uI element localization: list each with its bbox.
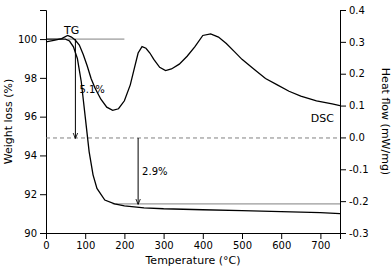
tick-label: 0.3 <box>349 37 365 48</box>
tick-mark <box>164 233 165 239</box>
tick-label: -0.2 <box>349 196 369 207</box>
reference-line <box>68 39 125 40</box>
tick-label: 0 <box>43 240 49 251</box>
tick-label: 400 <box>194 240 213 251</box>
arrow <box>138 138 139 204</box>
tick: 200 <box>115 233 134 251</box>
tick: 0 <box>43 233 49 251</box>
annotation: 2.9% <box>142 166 167 177</box>
tick-mark <box>40 155 46 156</box>
tick-label: 0.0 <box>349 132 365 143</box>
axis-line <box>40 11 47 234</box>
tick-label: 94 <box>24 150 37 161</box>
tick-mark <box>40 117 46 118</box>
tick: 94 <box>24 150 46 161</box>
tick: 90 <box>24 228 46 239</box>
tick: 0.3 <box>340 37 365 48</box>
x-axis: 0 100 200 300 400 500 600 700 <box>43 233 340 251</box>
x-axis-title: Temperature (°C) <box>145 254 241 267</box>
tick-label: -0.3 <box>349 228 369 239</box>
tick-mark <box>40 39 46 40</box>
tick-mark <box>40 194 46 195</box>
tick: 100 <box>18 34 46 45</box>
tick-mark <box>340 233 346 234</box>
tick-label: 300 <box>155 240 174 251</box>
tick: 500 <box>233 233 252 251</box>
tick-mark <box>340 42 346 43</box>
tick-label: 600 <box>272 240 291 251</box>
texts: 5.1% 2.9% TG DSC <box>63 24 334 177</box>
tick-mark <box>203 233 204 239</box>
y-axis-title: Weight loss (%) <box>2 79 15 165</box>
reference-line <box>113 203 340 204</box>
tick-label: 98 <box>24 73 37 84</box>
tick: 400 <box>194 233 213 251</box>
tick: 0.2 <box>340 68 365 79</box>
tick-label: 0.2 <box>349 68 365 79</box>
tick-label: 92 <box>24 189 37 200</box>
arrow <box>75 39 76 138</box>
tick: -0.2 <box>340 196 369 207</box>
tick-mark <box>340 10 346 11</box>
tick-mark <box>340 169 346 170</box>
tick-label: 0.4 <box>349 5 365 16</box>
marks <box>46 34 340 214</box>
tick-label: 700 <box>311 240 330 251</box>
tick-mark <box>40 233 46 234</box>
chart: 01002003004005006007009092949698100-0.3-… <box>0 0 392 269</box>
tick: 100 <box>76 233 95 251</box>
tick-label: 0.1 <box>349 100 365 111</box>
tick-mark <box>340 74 346 75</box>
annotation: 5.1% <box>79 84 104 95</box>
y-axis: 90 92 94 96 98 100 <box>18 11 47 239</box>
tick-mark <box>340 106 346 107</box>
line <box>46 34 340 110</box>
tick: 96 <box>24 111 46 122</box>
tick: -0.3 <box>340 228 369 239</box>
tick-mark <box>242 233 243 239</box>
tick-label: 200 <box>115 240 134 251</box>
tick: 92 <box>24 189 46 200</box>
tick-mark <box>85 233 86 239</box>
tick-mark <box>40 78 46 79</box>
axis-line <box>47 234 341 240</box>
tick-label: 500 <box>233 240 252 251</box>
tick: 0.4 <box>340 5 365 16</box>
y2-axis: -0.3 -0.2 -0.1 0.0 0.1 0.2 0.3 0.4 <box>340 5 369 239</box>
tick-label: 90 <box>24 228 37 239</box>
tick-label: -0.1 <box>349 164 369 175</box>
tick-mark <box>124 233 125 239</box>
tick-mark <box>320 233 321 239</box>
tick: -0.1 <box>340 164 369 175</box>
tick: 700 <box>311 233 330 251</box>
tick-mark <box>340 201 346 202</box>
tick: 600 <box>272 233 291 251</box>
tick: 300 <box>155 233 174 251</box>
line <box>46 39 340 214</box>
plot: 01002003004005006007009092949698100-0.3-… <box>2 5 392 267</box>
reference-line <box>46 137 340 138</box>
tick: 98 <box>24 73 46 84</box>
tick-label: 96 <box>24 111 37 122</box>
tick-label: 100 <box>18 34 37 45</box>
series-label: TG <box>63 24 79 37</box>
tick-mark <box>281 233 282 239</box>
tick-label: 100 <box>76 240 95 251</box>
tick: 0.0 <box>340 132 365 143</box>
y2-axis-title: Heat flow (mW/mg) <box>379 68 392 175</box>
series-label: DSC <box>311 112 334 125</box>
tick-mark <box>340 137 346 138</box>
tick: 0.1 <box>340 100 365 111</box>
axis-line <box>341 11 347 234</box>
